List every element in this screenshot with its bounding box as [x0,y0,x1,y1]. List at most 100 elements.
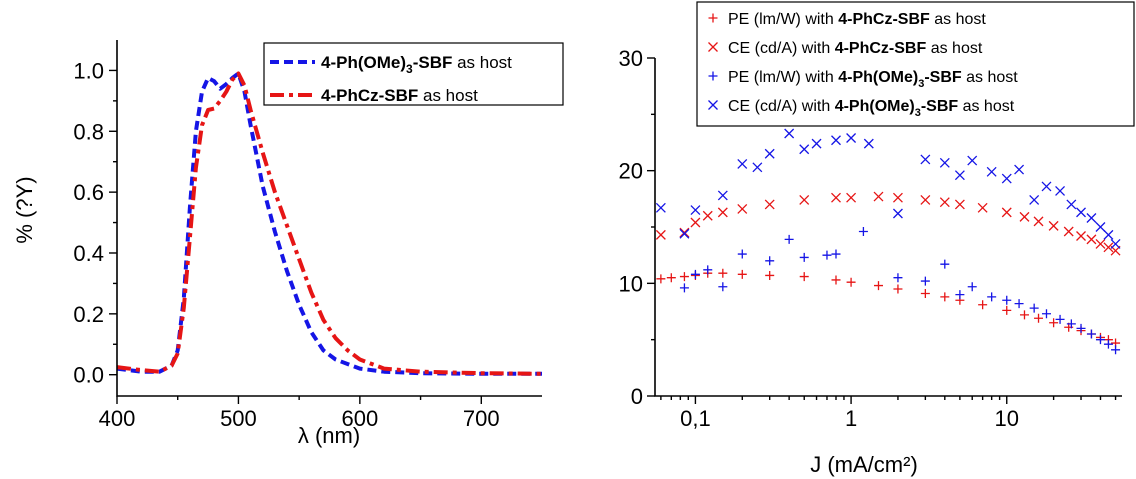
right-series-0-point [1034,313,1044,323]
right-series-3-point [831,135,841,146]
right-series-0-point [1002,305,1012,315]
right-series-1-point [764,199,775,210]
right-series-3-point [1041,181,1052,192]
right-series-3-point [811,138,822,149]
right-series-3-point [967,155,978,166]
right-series-0-point [679,272,689,282]
right-legend-swatch-1 [708,42,718,52]
right-series-1-point [702,210,713,221]
right-series-2-point [799,252,809,262]
right-series-3-point [1066,199,1077,210]
right-series-3-point [690,205,701,216]
right-legend-swatch-2 [708,71,718,81]
left-y-tick-label-1: 0.2 [73,302,104,327]
right-legend-label-3: CE (cd/A) with 4-Ph(OMe)3-SBF as host [728,98,1015,119]
right-series-0-point [893,284,903,294]
right-series-0-point [1049,318,1059,328]
right-x-axis-title: J (mA/cm²) [810,452,918,477]
right-series-2-point [1014,299,1024,309]
left-series-line-0 [116,71,542,376]
right-series-1-point [679,227,690,238]
left-y-tick-label-5: 1.0 [73,58,104,83]
right-series-2-point [1055,314,1065,324]
left-x-tick-label-1: 500 [220,406,257,431]
right-series-0-point [920,288,930,298]
right-series-3-point [752,162,763,173]
right-series-0-point [846,277,856,287]
right-series-0-point [831,275,841,285]
right-series-2-point [679,283,689,293]
left-legend: 4-Ph(OMe)3-SBF as host 4-PhCz-SBF as hos… [263,42,564,106]
right-series-2-point [1076,323,1086,333]
right-series-3-point [1055,185,1066,196]
right-series-2-point [1111,345,1121,355]
left-legend-1-plain: as host [418,86,478,105]
right-series-3-point [1076,207,1086,218]
left-plot-area [116,71,543,376]
left-x-axis-title: λ (nm) [298,423,360,448]
right-series-2-point [831,249,841,259]
left-x-tick-label-2: 600 [341,406,378,431]
left-x-tick-label-3: 700 [463,406,500,431]
right-series-3-point [1095,222,1106,232]
right-series-2-point [1066,319,1076,329]
right-series-3-point [1110,238,1121,249]
right-series-1-point [799,195,810,205]
right-series-3-point [655,202,666,213]
right-series-0-point [765,270,775,280]
right-series-1-point [1033,216,1044,227]
right-series-3-point [764,148,775,159]
right-plot-area [655,128,1121,355]
right-series-2-point [1002,295,1012,305]
right-series-2-point [1029,303,1039,313]
right-series-1-point [939,197,950,208]
right-series-3-point [679,228,690,239]
right-series-2-point [987,292,997,302]
left-legend-label-0: 4-Ph(OMe)3-SBF as host [321,53,512,76]
right-series-1-point [1063,226,1074,237]
right-series-2-point [765,256,775,266]
right-series-2-point [718,282,728,292]
right-series-0-point [1019,310,1029,320]
right-series-2-point [1103,339,1113,349]
right-series-0-point [718,268,728,278]
right-series-1-point [1103,242,1114,253]
right-series-2-point [967,282,977,292]
left-y-axis-title: % (?Y) [12,176,37,243]
right-series-1-point [920,195,931,205]
right-series-2-point [737,249,747,259]
right-series-0-point [666,273,676,283]
right-series-3-point [863,138,874,149]
right-series-3-point [717,190,728,201]
right-series-1-point [831,192,841,203]
right-series-3-point [1014,164,1025,175]
right-series-0-point [799,272,809,282]
left-legend-label-1: 4-PhCz-SBF as host [321,86,478,105]
right-series-3-point [920,154,931,165]
right-series-3-point [737,158,748,169]
right-y-tick-label-0: 0 [631,384,643,409]
right-legend-label-0: PE (lm/W) with 4-PhCz-SBF as host [728,11,986,28]
left-legend-0-bold-a: 4-Ph(OMe) [321,53,406,72]
right-series-1-point [873,191,884,202]
right-series-1-point [1076,231,1086,241]
right-series-2-point [1086,329,1096,339]
right-series-2-point [955,290,965,300]
left-legend-box [263,42,564,106]
right-series-3-point [954,170,965,181]
right-series-2-point [1095,335,1105,345]
right-series-3-point [784,128,795,139]
left-axes: 400 500 600 700 0.0 0.2 0.4 0.6 0.8 1.0 [73,40,542,431]
right-series-0-point [873,281,883,291]
right-series-3-point [986,166,997,177]
right-series-1-point [690,217,701,228]
right-series-2-point [858,227,868,237]
right-series-1-point [954,199,965,210]
right-series-3-point [892,208,903,219]
left-x-tick-label-0: 400 [99,406,136,431]
right-legend-label-2: PE (lm/W) with 4-Ph(OMe)3-SBF as host [728,69,1018,90]
right-series-1-point [1001,207,1012,218]
left-y-tick-label-4: 0.8 [73,119,104,144]
right-legend-swatch-0 [708,13,718,23]
